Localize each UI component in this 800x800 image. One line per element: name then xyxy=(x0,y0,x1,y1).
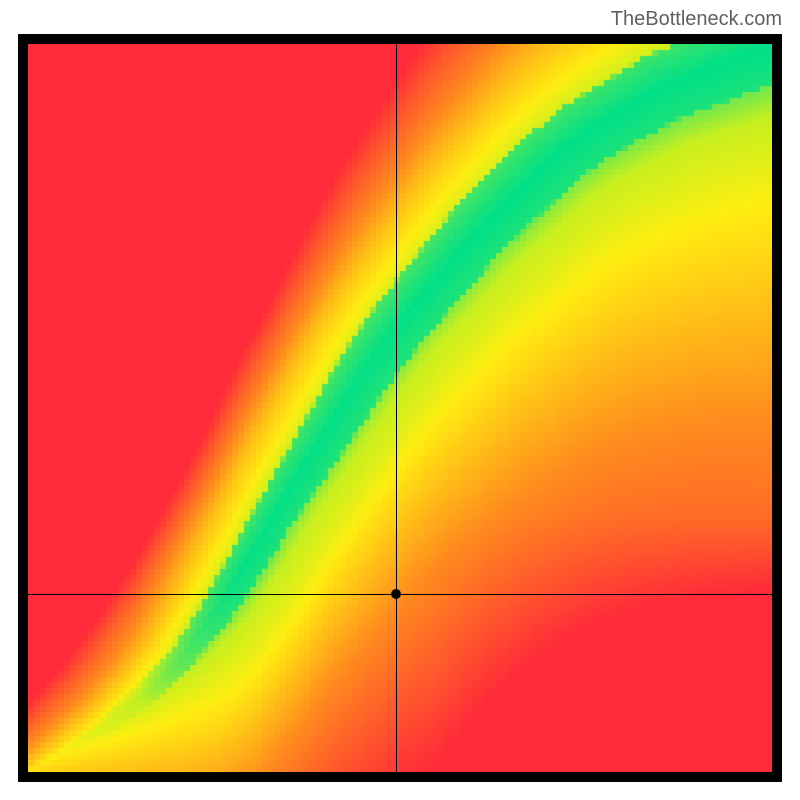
plot-area xyxy=(28,44,772,772)
plot-frame xyxy=(18,34,782,782)
chart-container: TheBottleneck.com xyxy=(0,0,800,800)
crosshair-vertical xyxy=(396,44,397,772)
data-point xyxy=(391,589,401,599)
heatmap-canvas xyxy=(28,44,772,772)
watermark-text: TheBottleneck.com xyxy=(611,8,782,31)
